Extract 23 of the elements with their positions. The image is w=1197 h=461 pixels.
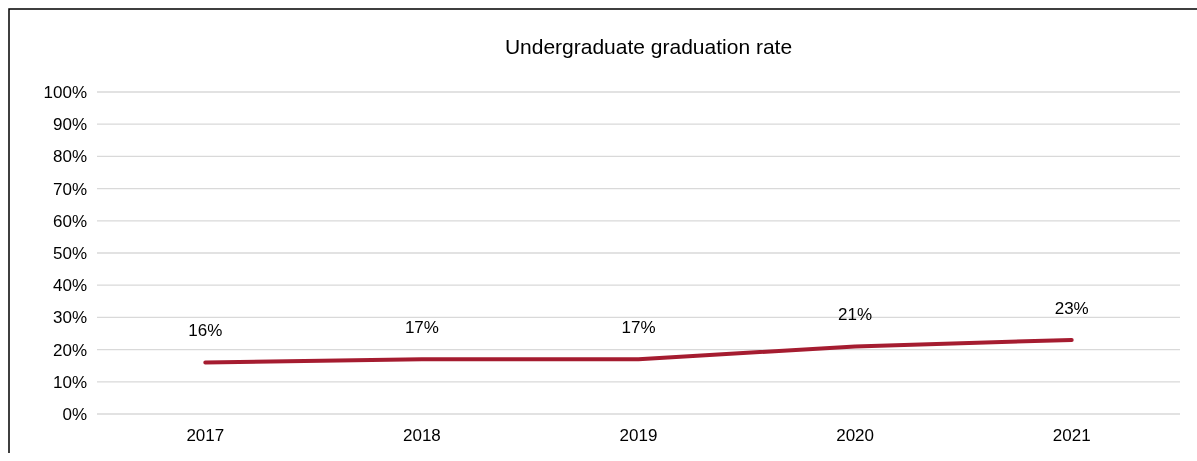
y-tick-label: 20% (52, 340, 87, 360)
data-label: 17% (404, 318, 439, 338)
y-tick-label: 80% (52, 147, 87, 167)
x-tick-label: 2021 (1052, 426, 1091, 445)
x-tick-label: 2018 (402, 426, 441, 445)
y-tick-label: 70% (52, 179, 87, 199)
y-tick-label: 60% (52, 211, 87, 231)
y-tick-label: 90% (52, 115, 87, 135)
y-tick-label: 100% (43, 82, 87, 102)
y-tick-label: 40% (52, 276, 87, 296)
data-label: 21% (838, 305, 873, 325)
x-tick-label: 2019 (619, 426, 658, 445)
y-tick-label: 50% (52, 243, 87, 263)
x-tick-label: 2017 (186, 426, 225, 445)
y-tick-label: 0% (62, 404, 87, 424)
y-tick-label: 10% (52, 372, 87, 392)
y-tick-label: 30% (52, 308, 87, 328)
data-label: 16% (188, 321, 223, 341)
x-tick-label: 2020 (836, 426, 875, 445)
data-label: 23% (1054, 298, 1089, 318)
line-series (203, 337, 1074, 365)
data-label: 17% (621, 318, 656, 338)
chart-title: Undergraduate graduation rate (504, 35, 793, 58)
